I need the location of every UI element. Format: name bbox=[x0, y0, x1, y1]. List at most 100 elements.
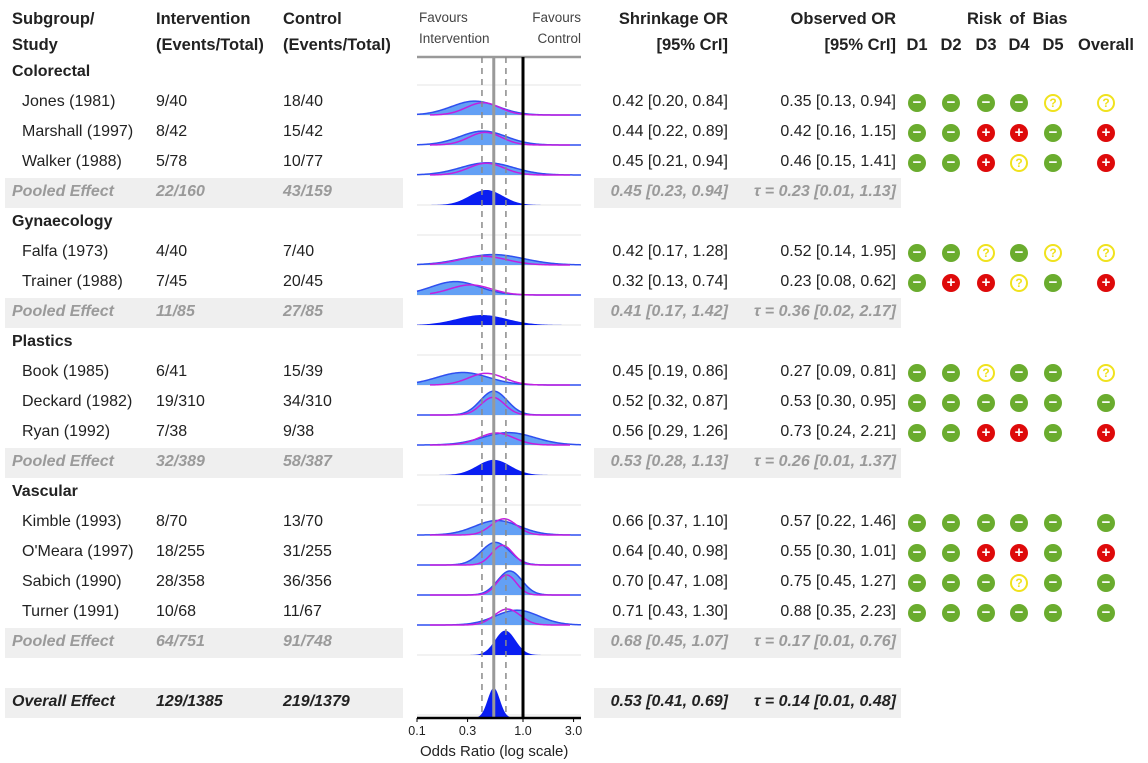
control-events-total: 219/1379 bbox=[283, 693, 350, 710]
study-name: Deckard (1982) bbox=[22, 393, 133, 410]
header-study-line1: Subgroup/ bbox=[12, 10, 95, 28]
overall-density bbox=[417, 688, 575, 718]
rob-high-icon: + bbox=[977, 274, 995, 292]
rob-some-icon: ? bbox=[1010, 154, 1028, 172]
x-tick-label: 3.0 bbox=[564, 724, 583, 738]
header-rob-overall: Overall bbox=[1078, 36, 1134, 54]
header-rob-d5: D5 bbox=[1042, 36, 1064, 54]
pooled-effect-label: Pooled Effect bbox=[12, 183, 114, 200]
x-tick-label: 1.0 bbox=[514, 724, 532, 738]
rob-some-icon: ? bbox=[1010, 574, 1028, 592]
header-control-line1: Control bbox=[283, 10, 342, 28]
subgroup-heading: Gynaecology bbox=[12, 213, 113, 230]
rob-low-icon: − bbox=[1010, 514, 1028, 532]
rob-low-icon: − bbox=[1044, 124, 1062, 142]
intervention-events: 7/38 bbox=[156, 423, 188, 440]
rob-some-icon: ? bbox=[977, 364, 995, 382]
shrinkage-or: 0.71 [0.43, 1.30] bbox=[612, 603, 728, 620]
rob-low-icon: − bbox=[942, 604, 960, 622]
rob-low-icon: − bbox=[1044, 364, 1062, 382]
rob-low-icon: − bbox=[977, 94, 995, 112]
rob-low-icon: − bbox=[908, 544, 926, 562]
rob-high-icon: + bbox=[1097, 544, 1115, 562]
rob-high-icon: + bbox=[977, 544, 995, 562]
rob-low-icon: − bbox=[942, 154, 960, 172]
intervention-events: 7/45 bbox=[156, 273, 188, 290]
rob-low-icon: − bbox=[942, 94, 960, 112]
pooled-row-background bbox=[5, 628, 403, 658]
shrinkage-density-curve bbox=[430, 544, 570, 566]
shrinkage-or: 0.42 [0.17, 1.28] bbox=[612, 243, 728, 260]
pooled-density bbox=[417, 459, 575, 475]
pooled-row-background bbox=[5, 688, 403, 718]
rob-some-icon: ? bbox=[977, 244, 995, 262]
pooled-density bbox=[417, 315, 575, 325]
rob-low-icon: − bbox=[908, 604, 926, 622]
rob-high-icon: + bbox=[1010, 544, 1028, 562]
header-shrinkage-line2: [95% CrI] bbox=[656, 36, 728, 54]
rob-low-icon: − bbox=[908, 94, 926, 112]
intervention-events: 4/40 bbox=[156, 243, 188, 260]
rob-low-icon: − bbox=[908, 364, 926, 382]
rob-low-icon: − bbox=[942, 364, 960, 382]
pooled-row-background bbox=[594, 298, 901, 328]
rob-high-icon: + bbox=[942, 274, 960, 292]
control-events-total: 43/159 bbox=[283, 183, 332, 200]
rob-high-icon: + bbox=[1097, 154, 1115, 172]
rob-low-icon: − bbox=[908, 394, 926, 412]
pooled-shrinkage-or: 0.53 [0.41, 0.69] bbox=[610, 693, 728, 710]
x-tick-label: 0.3 bbox=[458, 724, 477, 738]
rob-low-icon: − bbox=[942, 124, 960, 142]
observed-density-fill bbox=[417, 101, 581, 115]
pooled-density bbox=[417, 189, 575, 205]
observed-or: 0.88 [0.35, 2.23] bbox=[780, 603, 896, 620]
rob-low-icon: − bbox=[908, 574, 926, 592]
rob-low-icon: − bbox=[1044, 514, 1062, 532]
rob-low-icon: − bbox=[942, 574, 960, 592]
study-name: Turner (1991) bbox=[22, 603, 120, 620]
control-events: 36/356 bbox=[283, 573, 332, 590]
favours-intervention-line2: Intervention bbox=[419, 31, 490, 46]
rob-some-icon: ? bbox=[1010, 274, 1028, 292]
shrinkage-or: 0.52 [0.32, 0.87] bbox=[612, 393, 728, 410]
favours-intervention-line1: Favours bbox=[419, 10, 468, 25]
shrinkage-or: 0.45 [0.21, 0.94] bbox=[612, 153, 728, 170]
rob-low-icon: − bbox=[1097, 394, 1115, 412]
study-name: Walker (1988) bbox=[22, 153, 122, 170]
rob-low-icon: − bbox=[908, 124, 926, 142]
rob-some-icon: ? bbox=[1097, 364, 1115, 382]
rob-low-icon: − bbox=[1010, 364, 1028, 382]
pooled-shrinkage-or: 0.68 [0.45, 1.07] bbox=[610, 633, 728, 650]
pooled-effect-label: Pooled Effect bbox=[12, 303, 114, 320]
rob-low-icon: − bbox=[908, 514, 926, 532]
rob-some-icon: ? bbox=[1097, 94, 1115, 112]
intervention-events-total: 129/1385 bbox=[156, 693, 223, 710]
study-name: Jones (1981) bbox=[22, 93, 116, 110]
header-study-line2: Study bbox=[12, 36, 58, 54]
shrinkage-density-curve bbox=[429, 372, 570, 386]
observed-or: 0.73 [0.24, 2.21] bbox=[780, 423, 896, 440]
rob-some-icon: ? bbox=[1044, 94, 1062, 112]
rob-low-icon: − bbox=[977, 574, 995, 592]
shrinkage-density-curve bbox=[430, 396, 570, 416]
observed-or: 0.55 [0.30, 1.01] bbox=[780, 543, 896, 560]
intervention-events: 10/68 bbox=[156, 603, 197, 620]
shrinkage-density-curve bbox=[430, 574, 570, 596]
shrinkage-density-curve bbox=[430, 518, 570, 536]
rob-some-icon: ? bbox=[1097, 244, 1115, 262]
rob-high-icon: + bbox=[1010, 124, 1028, 142]
intervention-events-total: 22/160 bbox=[156, 183, 205, 200]
study-name: Book (1985) bbox=[22, 363, 110, 380]
shrinkage-or: 0.64 [0.40, 0.98] bbox=[612, 543, 728, 560]
pooled-row-background bbox=[594, 178, 901, 208]
control-events: 34/310 bbox=[283, 393, 332, 410]
study-name: Marshall (1997) bbox=[22, 123, 134, 140]
subgroup-heading: Vascular bbox=[12, 483, 78, 500]
shrinkage-density-curve bbox=[430, 432, 570, 446]
shrinkage-or: 0.44 [0.22, 0.89] bbox=[612, 123, 728, 140]
study-name: Sabich (1990) bbox=[22, 573, 122, 590]
observed-or: 0.57 [0.22, 1.46] bbox=[780, 513, 896, 530]
shrinkage-or: 0.42 [0.20, 0.84] bbox=[612, 93, 728, 110]
x-tick-label: 0.1 bbox=[408, 724, 426, 738]
